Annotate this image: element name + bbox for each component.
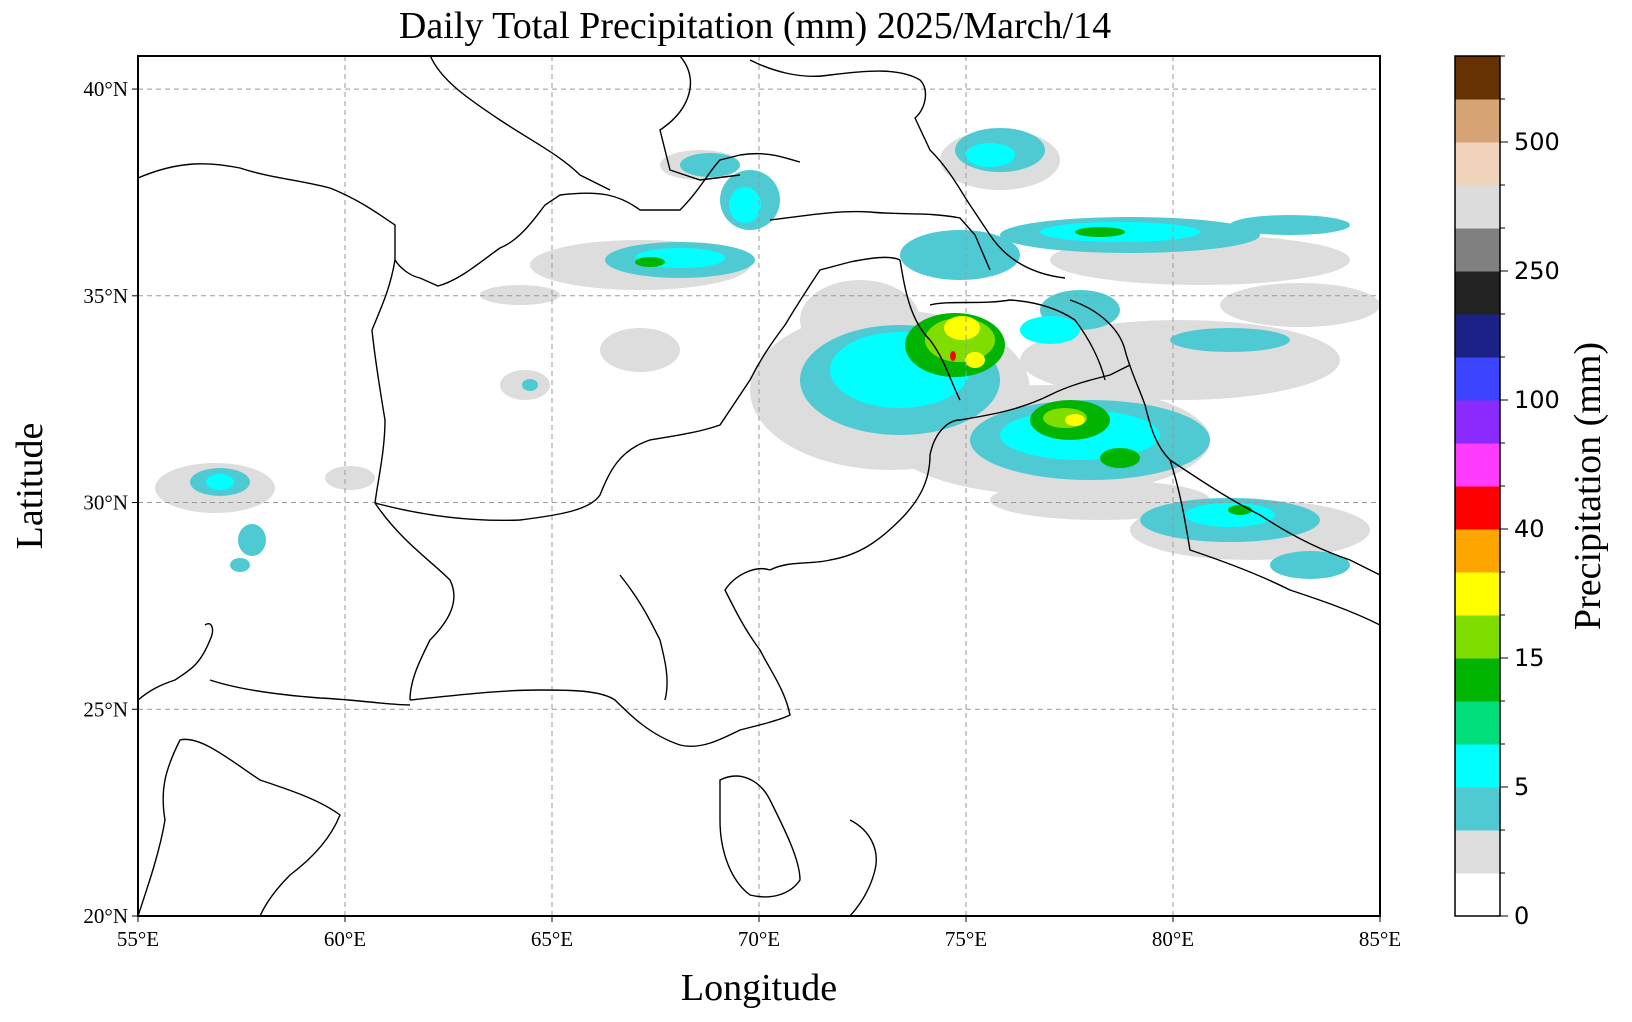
y-axis-title: Latitude <box>9 423 51 550</box>
lon-tick-label: 55°E <box>117 927 159 951</box>
colorbar-swatch <box>1455 744 1500 788</box>
colorbar-swatch <box>1455 185 1500 229</box>
colorbar-swatch <box>1455 228 1500 272</box>
latitude-ticks: 20°N 25°N 30°N 35°N 40°N <box>83 77 138 928</box>
colorbar-tick-label: 5 <box>1514 773 1529 801</box>
figure-title: Daily Total Precipitation (mm) 2025/Marc… <box>399 5 1111 47</box>
colorbar-ticks: 0 5 15 40 100 250 500 <box>1500 55 1560 930</box>
colorbar-swatch <box>1455 400 1500 444</box>
precip-peak-red <box>950 351 956 361</box>
colorbar-swatch <box>1455 787 1500 831</box>
colorbar-swatch <box>1455 142 1500 186</box>
colorbar-tick-label: 40 <box>1514 515 1545 543</box>
colorbar-tick-label: 250 <box>1514 257 1560 285</box>
colorbar-tick-label: 100 <box>1514 386 1560 414</box>
map-panel <box>137 54 1381 917</box>
precip-band-yellow <box>944 316 1085 426</box>
lon-tick-label: 80°E <box>1152 927 1194 951</box>
lat-tick-label: 35°N <box>83 284 128 308</box>
colorbar-swatch <box>1455 830 1500 874</box>
colorbar-swatch <box>1455 701 1500 745</box>
colorbar-swatch <box>1455 486 1500 530</box>
colorbar-swatch <box>1455 615 1500 659</box>
country-borders <box>137 54 1381 917</box>
longitude-ticks: 55°E 60°E 65°E 70°E 75°E 80°E 85°E <box>117 916 1401 951</box>
colorbar-tick-label: 0 <box>1514 902 1529 930</box>
lon-tick-label: 65°E <box>531 927 573 951</box>
colorbar-tick-label: 15 <box>1514 644 1545 672</box>
lat-tick-label: 30°N <box>83 491 128 515</box>
lon-tick-label: 70°E <box>738 927 780 951</box>
colorbar-title: Precipitation (mm) <box>1567 342 1609 630</box>
lon-tick-label: 60°E <box>324 927 366 951</box>
colorbar-tick-label: 500 <box>1514 128 1560 156</box>
colorbar-swatch <box>1455 56 1500 100</box>
precipitation-field <box>155 128 1380 579</box>
colorbar: 0 5 15 40 100 250 500 Precipitation (mm) <box>1454 55 1609 930</box>
colorbar-swatch <box>1455 443 1500 487</box>
colorbar-swatch <box>1455 529 1500 573</box>
colorbar-swatch <box>1455 314 1500 358</box>
colorbar-swatch <box>1455 658 1500 702</box>
lat-tick-label: 25°N <box>83 697 128 721</box>
graticule <box>138 56 1380 916</box>
colorbar-swatch <box>1455 357 1500 401</box>
colorbar-swatch <box>1455 99 1500 143</box>
lat-tick-label: 20°N <box>83 904 128 928</box>
lon-tick-label: 85°E <box>1359 927 1401 951</box>
x-axis-title: Longitude <box>681 967 837 1009</box>
colorbar-swatch <box>1455 572 1500 616</box>
colorbar-swatch <box>1455 271 1500 315</box>
lon-tick-label: 75°E <box>945 927 987 951</box>
colorbar-swatch <box>1455 873 1500 917</box>
lat-tick-label: 40°N <box>83 77 128 101</box>
colorbar-swatches <box>1455 56 1500 917</box>
